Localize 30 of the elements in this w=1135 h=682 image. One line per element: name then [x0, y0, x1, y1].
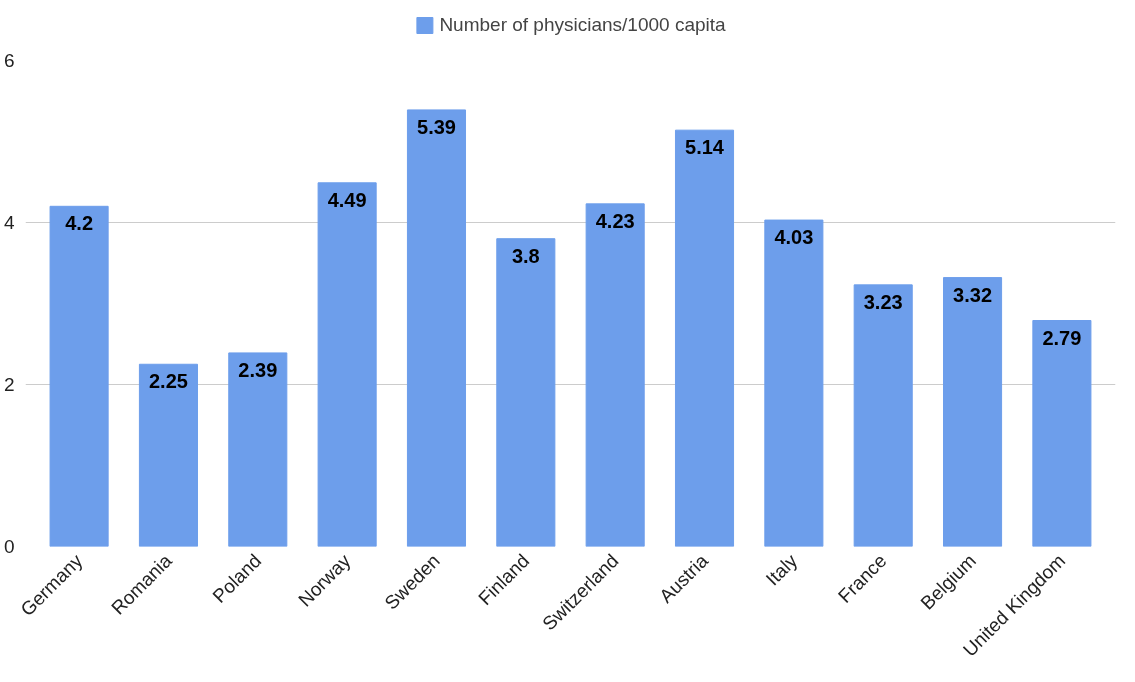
bar [1032, 320, 1092, 547]
bar [674, 129, 735, 547]
data-label: 5.14 [685, 136, 725, 159]
data-label: 5.39 [417, 115, 456, 138]
y-tick-label: 6 [3, 50, 15, 71]
y-tick-label: 4 [3, 212, 15, 233]
bar [853, 284, 913, 547]
data-label: 4.2 [65, 212, 94, 235]
data-label: 4.23 [595, 209, 635, 232]
data-label: 3.23 [863, 290, 903, 313]
bar [317, 182, 377, 547]
x-tick-label: Italy [761, 549, 802, 590]
bar [49, 205, 109, 547]
data-label: 4.03 [774, 226, 814, 249]
y-tick-label: 0 [3, 536, 15, 557]
data-label: 3.8 [511, 244, 540, 267]
data-label: 2.79 [1042, 326, 1082, 349]
bar [406, 109, 467, 547]
legend-label: Number of physicians/1000 capita [439, 14, 726, 36]
bar [943, 277, 1003, 547]
bar [138, 363, 198, 547]
bar [585, 203, 645, 547]
data-label: 2.39 [238, 358, 278, 381]
data-label: 3.32 [953, 283, 993, 306]
bar [228, 352, 288, 547]
bar [764, 219, 824, 547]
data-label: 4.49 [327, 188, 367, 211]
data-label: 2.25 [148, 370, 188, 393]
bar [496, 238, 556, 547]
y-tick-label: 2 [3, 374, 15, 395]
